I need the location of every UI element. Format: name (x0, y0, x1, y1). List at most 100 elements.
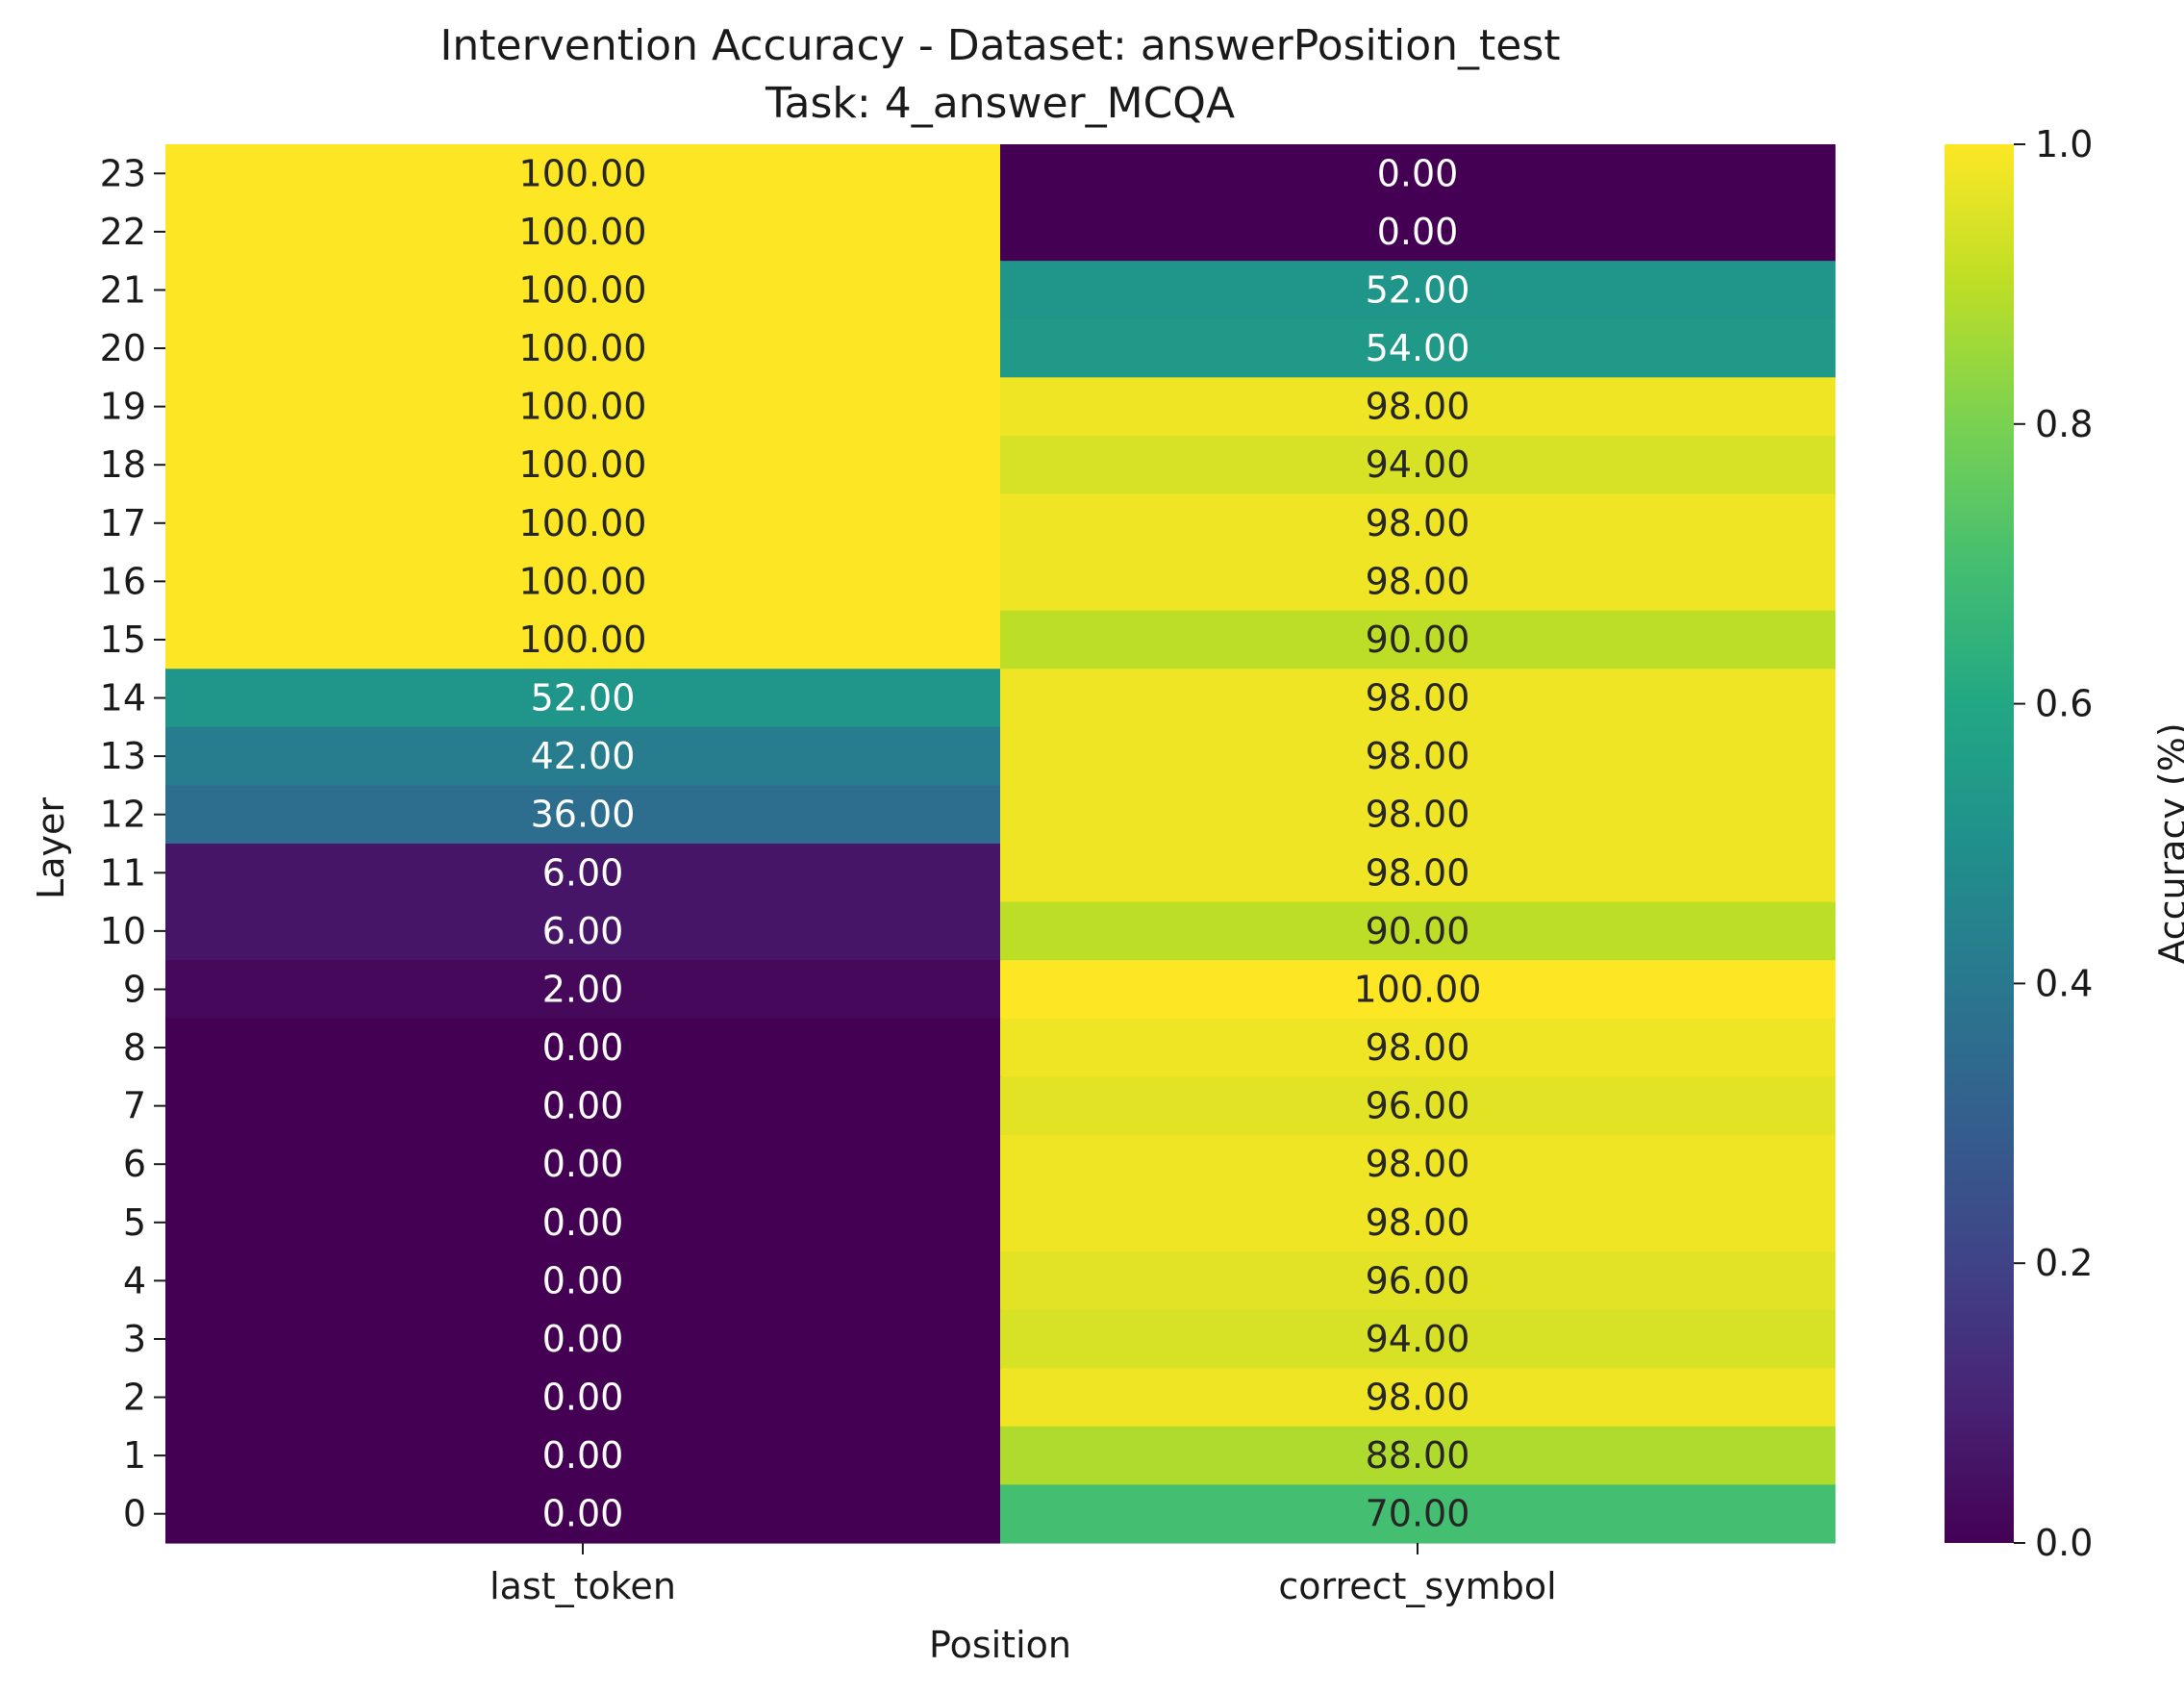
y-tick-label: 6 (123, 1143, 146, 1185)
heatmap-cell (165, 318, 1001, 378)
colorbar-tick-label: 0.2 (2035, 1242, 2093, 1284)
heatmap-cell (165, 552, 1001, 612)
y-tick-label: 3 (123, 1318, 146, 1360)
chart-title: Intervention Accuracy - Dataset: answerP… (439, 21, 1560, 70)
y-axis-label: Layer (30, 797, 72, 899)
y-tick-label: 23 (100, 152, 146, 194)
heatmap-cell (165, 610, 1001, 670)
y-tick-label: 14 (100, 677, 146, 720)
x-tick-label: correct_symbol (1278, 1565, 1556, 1607)
heatmap-cell (165, 1251, 1001, 1311)
heatmap-cell (165, 202, 1001, 262)
cell-label: 0.00 (542, 1026, 624, 1069)
heatmap-cell (1000, 960, 1836, 1020)
y-tick-label: 10 (100, 910, 146, 952)
cell-label: 6.00 (542, 910, 624, 952)
chart-subtitle: Task: 4_answer_MCQA (765, 79, 1235, 128)
x-axis-label: Position (929, 1624, 1071, 1666)
heatmap-cell (1000, 1251, 1836, 1311)
cell-label: 0.00 (542, 1085, 624, 1127)
cell-label: 100.00 (519, 211, 647, 253)
cell-label: 96.00 (1366, 1085, 1470, 1127)
cell-label: 98.00 (1366, 1201, 1470, 1244)
y-tick-label: 22 (100, 211, 146, 253)
cell-label: 52.00 (1366, 268, 1470, 311)
heatmap-cells (165, 144, 1836, 1544)
heatmap-cell (1000, 318, 1836, 378)
cell-label: 100.00 (519, 152, 647, 194)
colorbar-tick-label: 0.6 (2035, 683, 2093, 725)
heatmap-cell (165, 435, 1001, 495)
cell-label: 0.00 (542, 1377, 624, 1419)
cell-label: 0.00 (542, 1318, 624, 1360)
x-tick-label: last_token (490, 1565, 676, 1607)
y-tick-label: 15 (100, 619, 146, 661)
cell-label: 54.00 (1366, 327, 1470, 369)
y-tick-label: 17 (100, 502, 146, 544)
heatmap-cell (165, 1368, 1001, 1428)
heatmap-cell (165, 1484, 1001, 1544)
y-tick-label: 12 (100, 794, 146, 836)
heatmap-cell (1000, 1484, 1836, 1544)
cell-label: 90.00 (1366, 619, 1470, 661)
heatmap-cell (1000, 1076, 1836, 1136)
y-tick-label: 19 (100, 386, 146, 428)
heatmap-cell (1000, 1426, 1836, 1486)
heatmap-cell (165, 1076, 1001, 1136)
heatmap-cell (165, 261, 1001, 320)
heatmap-cell (165, 785, 1001, 845)
cell-label: 6.00 (542, 851, 624, 894)
cell-label: 98.00 (1366, 794, 1470, 836)
heatmap-cell (1000, 552, 1836, 612)
heatmap-cell (1000, 1193, 1836, 1252)
colorbar-tick-label: 0.4 (2035, 962, 2093, 1004)
cell-label: 98.00 (1366, 677, 1470, 720)
colorbar-tick-label: 0.8 (2035, 403, 2093, 445)
cell-label: 0.00 (542, 1259, 624, 1301)
cell-label: 2.00 (542, 968, 624, 1010)
cell-label: 52.00 (531, 677, 636, 720)
cell-label: 98.00 (1366, 1377, 1470, 1419)
heatmap-cell (165, 1134, 1001, 1195)
heatmap-cell (1000, 901, 1836, 961)
heatmap-cell (1000, 435, 1836, 495)
cell-label: 98.00 (1366, 1143, 1470, 1185)
cell-label: 0.00 (1377, 152, 1459, 194)
cell-label: 100.00 (519, 502, 647, 544)
heatmap-cell (165, 1309, 1001, 1369)
colorbar-ticks: 0.0 0.2 0.4 0.6 0.8 1.0 (2014, 123, 2093, 1564)
cell-label: 100.00 (519, 560, 647, 602)
cell-label: 98.00 (1366, 502, 1470, 544)
cell-label: 98.00 (1366, 735, 1470, 777)
y-tick-label: 1 (123, 1434, 146, 1477)
cell-label: 0.00 (1377, 211, 1459, 253)
heatmap-cell (1000, 726, 1836, 787)
heatmap-cell (1000, 377, 1836, 437)
y-tick-label: 18 (100, 443, 146, 486)
heatmap-cell-labels: 100.00 0.00 100.00 0.00 100.00 52.00 100.00 54.… (519, 152, 1482, 1534)
heatmap-cell (1000, 261, 1836, 320)
cell-label: 100.00 (519, 619, 647, 661)
cell-label: 0.00 (542, 1434, 624, 1477)
heatmap-cell (1000, 1368, 1836, 1428)
cell-label: 90.00 (1366, 910, 1470, 952)
heatmap-cell (1000, 202, 1836, 262)
y-tick-label: 21 (100, 268, 146, 311)
heatmap-cell (1000, 669, 1836, 728)
colorbar (1945, 144, 2014, 1543)
cell-label: 0.00 (542, 1493, 624, 1535)
heatmap-cell (165, 1018, 1001, 1077)
heatmap-cell (165, 1193, 1001, 1252)
cell-label: 98.00 (1366, 560, 1470, 602)
y-tick-label: 5 (123, 1201, 146, 1244)
heatmap-cell (165, 844, 1001, 903)
cell-label: 100.00 (519, 268, 647, 311)
cell-label: 100.00 (1354, 968, 1482, 1010)
cell-label: 36.00 (531, 794, 636, 836)
y-tick-label: 16 (100, 560, 146, 602)
y-tick-label: 2 (123, 1377, 146, 1419)
cell-label: 96.00 (1366, 1259, 1470, 1301)
heatmap-cell (1000, 1134, 1836, 1195)
colorbar-tick-label: 0.0 (2035, 1522, 2093, 1564)
